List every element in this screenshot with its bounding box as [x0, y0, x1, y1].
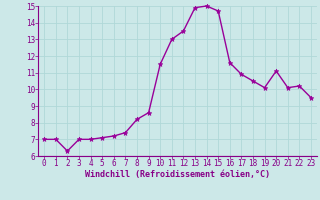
X-axis label: Windchill (Refroidissement éolien,°C): Windchill (Refroidissement éolien,°C) — [85, 170, 270, 179]
